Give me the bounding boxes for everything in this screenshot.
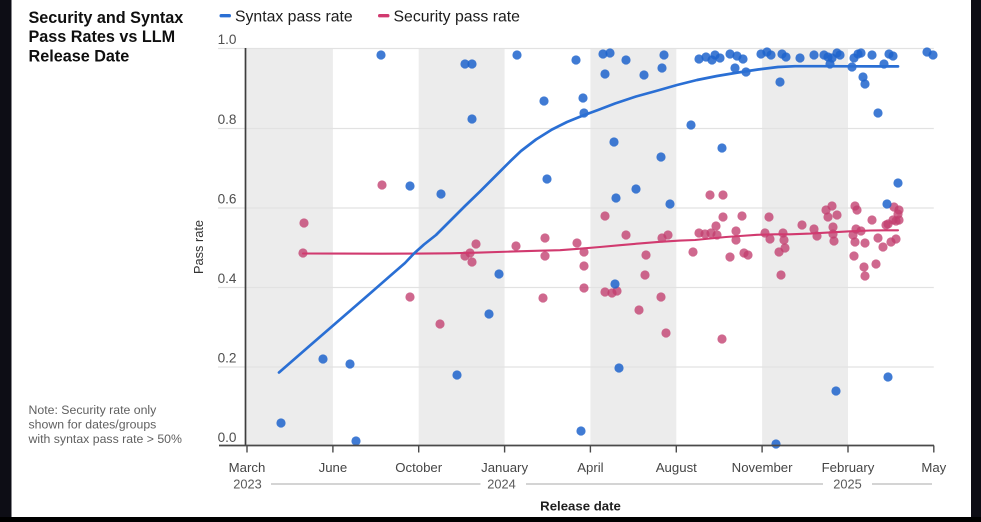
svg-text:Pass Rates vs LLM: Pass Rates vs LLM bbox=[29, 28, 176, 46]
svg-text:0.2: 0.2 bbox=[218, 351, 237, 366]
svg-text:Syntax pass rate: Syntax pass rate bbox=[235, 9, 353, 26]
svg-text:March: March bbox=[229, 460, 266, 475]
svg-text:February: February bbox=[822, 460, 875, 475]
svg-text:Security and Syntax: Security and Syntax bbox=[29, 9, 184, 27]
svg-text:April: April bbox=[577, 460, 603, 475]
svg-text:2024: 2024 bbox=[487, 477, 515, 492]
svg-text:2025: 2025 bbox=[833, 477, 861, 492]
svg-text:August: August bbox=[656, 460, 697, 475]
svg-text:0.6: 0.6 bbox=[218, 192, 237, 207]
svg-text:Security pass rate: Security pass rate bbox=[394, 9, 521, 26]
svg-text:0.8: 0.8 bbox=[218, 112, 237, 127]
svg-text:October: October bbox=[395, 460, 443, 475]
svg-text:1.0: 1.0 bbox=[218, 32, 237, 47]
svg-text:Release Date: Release Date bbox=[29, 47, 130, 65]
svg-text:Release date: Release date bbox=[540, 499, 621, 514]
svg-text:0.0: 0.0 bbox=[218, 430, 237, 445]
svg-text:May: May bbox=[921, 460, 946, 475]
svg-text:June: June bbox=[319, 460, 348, 475]
svg-text:January: January bbox=[481, 460, 528, 475]
svg-text:2023: 2023 bbox=[233, 477, 261, 492]
svg-text:with syntax pass rate > 50%: with syntax pass rate > 50% bbox=[28, 432, 183, 446]
svg-text:Note: Security rate only: Note: Security rate only bbox=[29, 403, 158, 417]
svg-text:November: November bbox=[732, 460, 793, 475]
svg-text:0.4: 0.4 bbox=[218, 271, 237, 286]
svg-text:Pass rate: Pass rate bbox=[191, 220, 206, 274]
svg-text:shown for dates/groups: shown for dates/groups bbox=[29, 418, 157, 432]
